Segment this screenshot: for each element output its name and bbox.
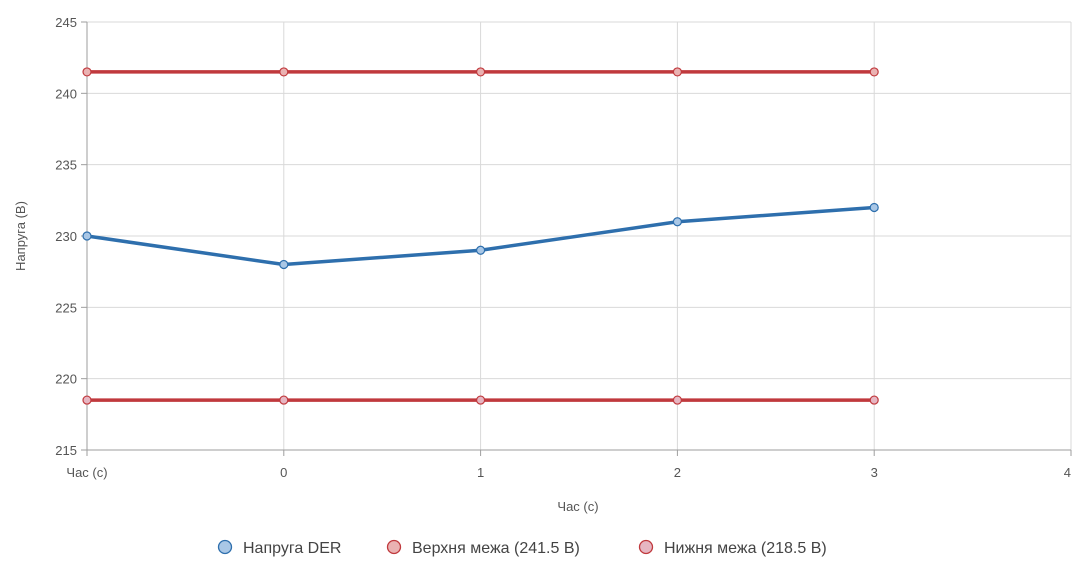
legend-marker-0 [217, 539, 233, 555]
series-layer [82, 67, 879, 405]
series-2 [82, 395, 879, 405]
data-point[interactable] [672, 217, 683, 227]
data-point[interactable] [82, 395, 92, 405]
x-tick-label: 3 [871, 465, 878, 480]
y-tick-label: 245 [55, 15, 77, 30]
data-point[interactable] [869, 202, 879, 213]
data-point[interactable] [672, 395, 683, 405]
x-tick-label: 1 [477, 465, 484, 480]
legend-label-2: Нижня межа (218.5 В) [664, 540, 827, 557]
legend-label-1: Верхня межа (241.5 В) [412, 540, 580, 557]
legend-marker-1 [386, 539, 402, 555]
data-point[interactable] [82, 67, 92, 77]
x-tick-label: Час (с) [66, 465, 107, 480]
y-axis-title: Напруга (В) [13, 201, 28, 271]
legend-label-0: Напруга DER [243, 540, 341, 557]
legend-item-0[interactable]: Напруга DER [217, 539, 342, 557]
y-tick-label: 220 [55, 372, 77, 387]
data-point[interactable] [279, 259, 289, 270]
grid [86, 21, 1072, 451]
data-point[interactable] [869, 395, 879, 405]
series-0 [82, 202, 879, 270]
data-point[interactable] [279, 67, 289, 77]
legend-item-2[interactable]: Нижня межа (218.5 В) [638, 539, 827, 557]
axes [81, 22, 1071, 456]
x-tick-label: 2 [674, 465, 681, 480]
y-tick-label: 230 [55, 229, 77, 244]
x-tick-label: 4 [1064, 465, 1071, 480]
x-axis-ticks: Час (с) 0 1 2 3 4 [66, 450, 1072, 480]
data-point[interactable] [279, 395, 289, 405]
data-point[interactable] [869, 67, 879, 77]
data-point[interactable] [82, 231, 92, 241]
y-tick-label: 240 [55, 86, 77, 101]
legend[interactable]: Напруга DER Верхня межа (241.5 В) Нижня ме… [217, 539, 827, 557]
y-tick-label: 215 [55, 443, 77, 458]
y-tick-label: 235 [55, 158, 77, 173]
data-point[interactable] [476, 395, 486, 405]
y-tick-label: 225 [55, 300, 77, 315]
data-point[interactable] [476, 67, 486, 77]
x-tick-label: 0 [280, 465, 287, 480]
x-axis-title: Час (с) [557, 499, 598, 514]
legend-marker-2 [638, 539, 654, 555]
data-point[interactable] [672, 67, 683, 77]
series-1 [82, 67, 879, 77]
legend-item-1[interactable]: Верхня межа (241.5 В) [386, 539, 580, 557]
data-point[interactable] [476, 245, 486, 255]
y-axis-ticks: 215 220 225 230 235 240 245 [55, 15, 87, 458]
